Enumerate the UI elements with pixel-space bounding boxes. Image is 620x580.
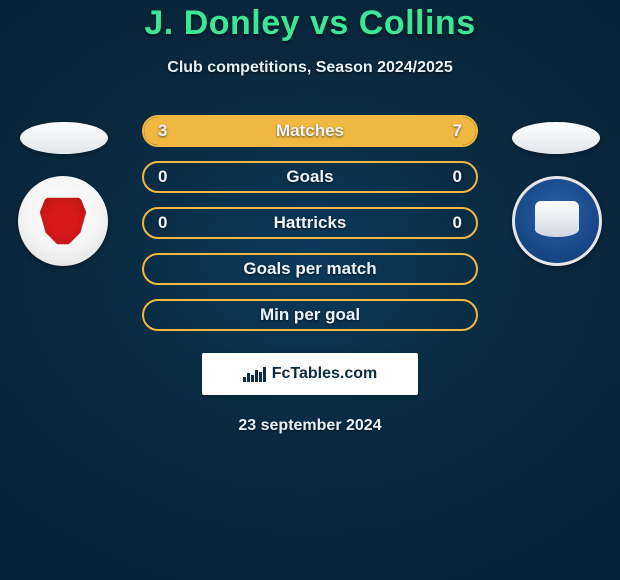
left-club-badge-icon — [18, 176, 108, 266]
stat-label: Goals per match — [243, 259, 376, 279]
stat-row-gpm: Goals per match — [142, 253, 478, 285]
stat-row-matches: 3 Matches 7 — [142, 115, 478, 147]
right-club-badge-icon — [512, 176, 602, 266]
chart-icon — [243, 366, 266, 382]
stat-label: Hattricks — [274, 213, 347, 233]
stat-row-hattricks: 0 Hattricks 0 — [142, 207, 478, 239]
content: J. Donley vs Collins Club competitions, … — [0, 0, 620, 580]
left-flag-icon — [20, 122, 108, 154]
subtitle: Club competitions, Season 2024/2025 — [167, 59, 452, 77]
stat-value-left: 0 — [158, 213, 167, 233]
stat-value-left: 3 — [158, 121, 167, 141]
date-text: 23 september 2024 — [238, 417, 381, 435]
stat-value-right: 7 — [453, 121, 462, 141]
stat-row-mpg: Min per goal — [142, 299, 478, 331]
stat-value-right: 0 — [453, 213, 462, 233]
stat-label: Matches — [276, 121, 344, 141]
right-flag-icon — [512, 122, 600, 154]
stat-label: Goals — [286, 167, 333, 187]
stat-value-right: 0 — [453, 167, 462, 187]
stat-label: Min per goal — [260, 305, 360, 325]
fctables-banner[interactable]: FcTables.com — [202, 353, 418, 395]
stat-row-goals: 0 Goals 0 — [142, 161, 478, 193]
stat-value-left: 0 — [158, 167, 167, 187]
banner-text: FcTables.com — [272, 365, 378, 383]
page-title: J. Donley vs Collins — [144, 4, 475, 43]
